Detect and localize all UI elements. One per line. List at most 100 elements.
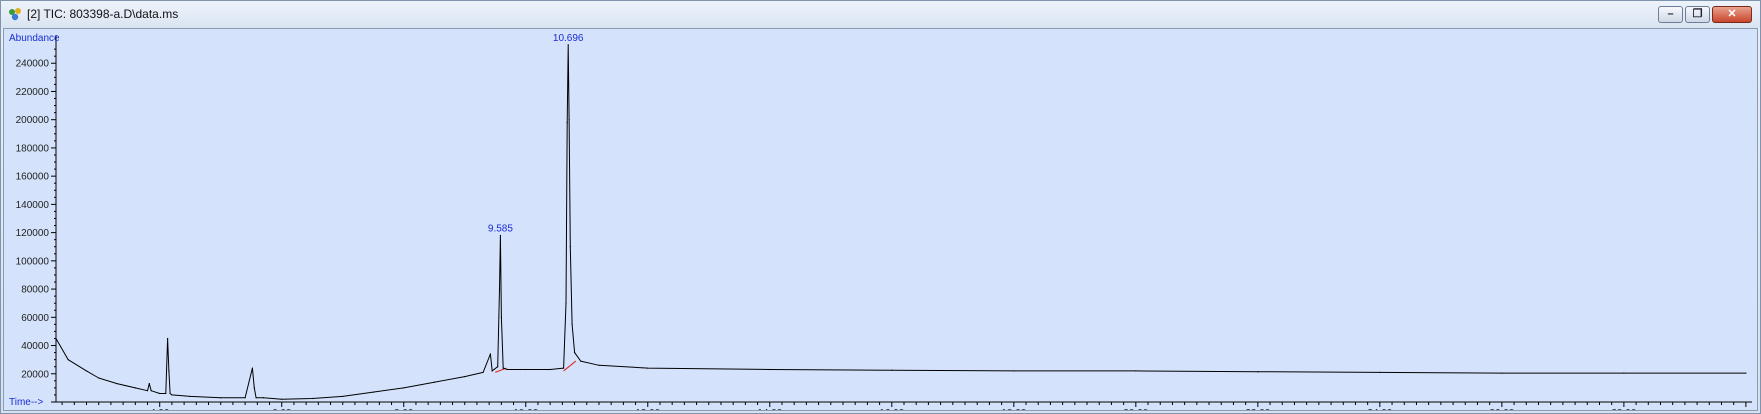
close-button[interactable]: ✕ xyxy=(1712,6,1752,23)
trace-point xyxy=(1623,372,1625,374)
trace-point xyxy=(1135,370,1137,372)
x-tick-label: 8.00 xyxy=(394,408,414,410)
x-axis-title: Time--> xyxy=(9,397,44,408)
trace-point xyxy=(281,398,283,400)
y-tick-label: 20000 xyxy=(21,369,49,380)
trace-point xyxy=(769,368,771,371)
trace-point xyxy=(1257,371,1259,373)
trace-point xyxy=(489,353,491,355)
tic-trace xyxy=(55,44,1746,400)
window-title: [2] TIC: 803398-a.D\data.ms xyxy=(27,7,179,21)
x-tick-label: 6.00 xyxy=(272,408,292,410)
chromatogram-chart: 20000 40000 60000 80000 100000 120000 140000 16… xyxy=(9,33,1752,410)
trace-point xyxy=(167,337,169,340)
trace-point xyxy=(491,370,493,372)
y-tick-label: 240000 xyxy=(16,59,50,70)
y-tick-label: 220000 xyxy=(16,87,50,98)
y-tick-label: 180000 xyxy=(16,143,50,154)
x-tick-label: 22.00 xyxy=(1245,408,1270,410)
trace-point xyxy=(647,367,649,369)
trace-point xyxy=(148,383,150,385)
x-tick-label: 28.00 xyxy=(1611,408,1636,410)
trace-point xyxy=(85,370,88,372)
trace-point xyxy=(168,370,170,372)
trace-point xyxy=(220,397,222,399)
y-tick-label: 100000 xyxy=(16,256,50,267)
title-bar[interactable]: [2] TIC: 803398-a.D\data.ms – ❐ ✕ xyxy=(1,1,1760,28)
trace-point xyxy=(311,397,313,400)
trace-point xyxy=(171,394,173,396)
y-tick-label: 40000 xyxy=(21,341,49,352)
trace-point xyxy=(482,371,484,373)
trace-point xyxy=(255,397,257,399)
trace-point xyxy=(565,302,567,304)
minimize-icon: – xyxy=(1667,8,1674,20)
trace-point xyxy=(549,368,551,371)
trace-point xyxy=(569,246,571,248)
trace-point xyxy=(146,390,149,392)
trace-point xyxy=(262,397,265,399)
trace-point xyxy=(1745,372,1747,374)
trace-point xyxy=(165,392,167,395)
plot-area[interactable]: 20000 40000 60000 80000 100000 120000 140000 16… xyxy=(3,28,1758,411)
trace-point xyxy=(567,44,569,46)
restore-button[interactable]: ❐ xyxy=(1685,6,1710,23)
y-tick-label: 60000 xyxy=(21,313,49,324)
trace-point xyxy=(580,360,582,362)
trace-point xyxy=(498,288,501,290)
trace-point xyxy=(493,368,495,371)
trace-point xyxy=(525,368,527,371)
y-tick-label: 80000 xyxy=(21,285,49,296)
trace-point xyxy=(506,368,509,371)
x-tick-label: 26.00 xyxy=(1489,408,1514,410)
trace-point xyxy=(568,119,570,121)
trace-point xyxy=(244,397,246,399)
peak-label: 9.585 xyxy=(488,223,513,234)
trace-point xyxy=(562,367,565,369)
y-tick-label: 200000 xyxy=(16,115,50,126)
trace-point xyxy=(598,364,600,366)
trace-point xyxy=(134,387,136,389)
trace-point xyxy=(251,367,254,369)
trace-point xyxy=(98,377,100,379)
trace-point xyxy=(403,387,405,389)
trace-point xyxy=(502,367,504,369)
x-tick-label: 16.00 xyxy=(879,408,904,410)
x-tick-label: 20.00 xyxy=(1123,408,1148,410)
chemstation-app-icon xyxy=(9,8,21,21)
x-tick-label: 12.00 xyxy=(635,408,660,410)
trace-point xyxy=(433,381,435,383)
trace-point xyxy=(116,383,118,385)
trace-point xyxy=(372,391,374,393)
trace-point xyxy=(150,390,152,392)
trace-point xyxy=(571,323,573,325)
trace-point xyxy=(1013,370,1015,372)
window-controls: – ❐ ✕ xyxy=(1658,6,1752,23)
x-tick-label: 24.00 xyxy=(1367,408,1392,410)
y-tick-label: 120000 xyxy=(16,228,50,239)
trace-point xyxy=(499,234,502,237)
trace-point xyxy=(342,395,344,397)
trace-point xyxy=(566,121,568,124)
trace-point xyxy=(1501,372,1503,374)
y-tick-label: 140000 xyxy=(16,200,50,211)
restore-icon: ❐ xyxy=(1692,8,1703,20)
x-tick-label: 10.00 xyxy=(513,408,538,410)
trace-point xyxy=(891,369,893,371)
trace-point xyxy=(253,387,255,389)
trace-point xyxy=(67,359,69,361)
x-tick-label: 14.00 xyxy=(757,408,782,410)
trace-point xyxy=(159,392,161,395)
x-tick-label: 18.00 xyxy=(1001,408,1026,410)
trace-point xyxy=(189,395,191,397)
minimize-button[interactable]: – xyxy=(1658,6,1683,23)
trace-point xyxy=(573,351,576,354)
trace-point xyxy=(464,375,466,378)
trace-point xyxy=(55,337,57,340)
trace-point xyxy=(1379,371,1381,373)
y-tick-label: 160000 xyxy=(16,172,50,183)
trace-point xyxy=(500,316,502,318)
close-icon: ✕ xyxy=(1727,8,1737,20)
x-tick-label: 4.00 xyxy=(150,408,170,410)
